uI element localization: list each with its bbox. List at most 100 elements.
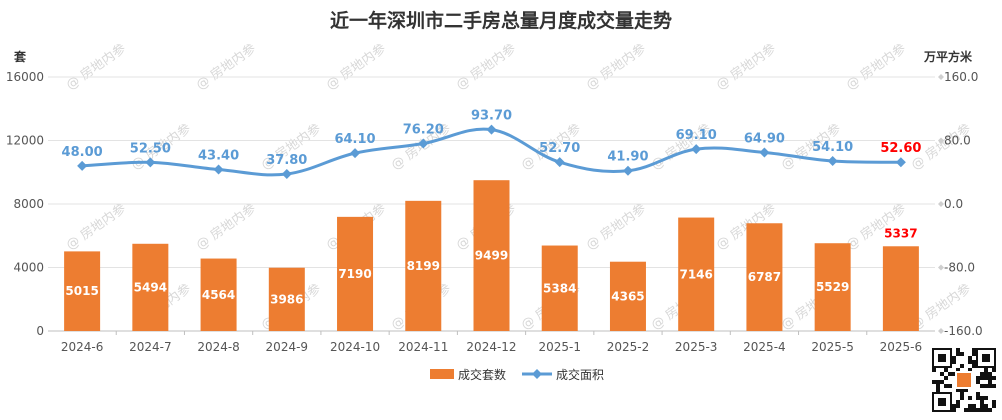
- bar-value-label: 8199: [407, 259, 440, 273]
- qr-module: [944, 368, 948, 372]
- line-value-label: 93.70: [471, 109, 512, 124]
- legend: 成交套数 成交面积: [430, 367, 604, 382]
- left-axis-ticks: 0 4000 8000 12000 16000: [6, 70, 44, 338]
- bar-series: 5015 5494 4564 3986 7190 8199 9499 5384 4365 7146…: [64, 180, 919, 331]
- qr-module: [988, 380, 992, 384]
- bar: [541, 245, 578, 331]
- qr-module: [968, 404, 972, 408]
- y-left-tick-label: 8000: [13, 197, 44, 211]
- line-point: [622, 165, 633, 176]
- line-point: [554, 157, 565, 168]
- right-axis-unit: 万平方米: [923, 49, 973, 64]
- watermark-text: @ 房地内参: [453, 41, 519, 94]
- y-left-tick-label: 16000: [6, 70, 44, 84]
- line-point: [691, 144, 702, 155]
- line-point: [145, 157, 156, 168]
- qr-module: [972, 360, 976, 364]
- watermark-text: @ 房地内参: [323, 41, 389, 94]
- bar: [132, 243, 169, 331]
- x-tick-label: 2024-12: [466, 340, 516, 354]
- qr-module: [968, 396, 972, 400]
- bar-value-label: 5529: [816, 280, 849, 294]
- line-point: [350, 148, 361, 159]
- qr-module: [956, 388, 960, 392]
- legend-bar-swatch: [430, 369, 454, 379]
- line-value-label: 37.80: [266, 153, 307, 168]
- qr-module: [980, 376, 984, 380]
- line-value-label: 48.00: [62, 145, 103, 160]
- line-point: [77, 160, 88, 171]
- qr-module: [992, 400, 996, 404]
- qr-module: [948, 384, 952, 388]
- qr-module: [944, 384, 948, 388]
- qr-module: [936, 388, 940, 392]
- qr-module: [984, 372, 988, 376]
- bar-value-label: 7146: [679, 267, 712, 281]
- watermark-text: @ 房地内参: [193, 201, 259, 254]
- qr-module: [960, 352, 964, 356]
- qr-module: [976, 392, 980, 396]
- qr-module: [944, 376, 948, 380]
- qr-finder-center: [982, 354, 990, 362]
- qr-finder: [932, 348, 952, 368]
- bar: [473, 180, 510, 331]
- qr-module: [972, 408, 976, 412]
- bar-value-label: 9499: [475, 249, 508, 263]
- qr-code: [932, 348, 996, 412]
- x-tick-label: 2024-11: [398, 340, 448, 354]
- bar: [609, 261, 646, 331]
- x-tick-label: 2025-6: [880, 340, 923, 354]
- watermark-text: @ 房地内参: [63, 41, 129, 94]
- qr-module: [980, 404, 984, 408]
- x-tick-label: 2025-1: [538, 340, 581, 354]
- y-right-tick-marker: [938, 328, 944, 334]
- qr-module: [980, 384, 984, 388]
- qr-module: [936, 384, 940, 388]
- bar: [337, 216, 374, 331]
- y-left-tick-label: 0: [36, 324, 44, 338]
- line-point: [759, 147, 770, 158]
- line-point: [827, 156, 838, 167]
- line-value-label: 69.10: [676, 128, 717, 143]
- line-point: [418, 138, 429, 149]
- qr-module: [980, 372, 984, 376]
- x-tick-label: 2024-8: [197, 340, 240, 354]
- line-value-label: 52.60: [880, 141, 921, 156]
- line-point: [213, 164, 224, 175]
- qr-module: [968, 360, 972, 364]
- x-tick-label: 2025-5: [811, 340, 854, 354]
- watermark-text: @ 房地内参: [583, 41, 649, 94]
- qr-logo: [955, 371, 973, 389]
- qr-module: [956, 368, 960, 372]
- qr-module: [952, 408, 956, 412]
- qr-module: [972, 348, 976, 352]
- qr-module: [956, 348, 960, 352]
- qr-finder: [932, 392, 952, 412]
- line-value-label: 76.20: [403, 123, 444, 138]
- watermark-text: @ 房地内参: [713, 41, 779, 94]
- line-value-label: 43.40: [198, 149, 239, 164]
- qr-module: [976, 376, 980, 380]
- qr-module: [972, 404, 976, 408]
- bar-value-label: 5337: [884, 226, 917, 240]
- y-right-tick-marker: [938, 74, 944, 80]
- qr-finder-center: [938, 354, 946, 362]
- x-tick-label: 2025-2: [607, 340, 650, 354]
- line-point: [486, 124, 497, 135]
- qr-finder-center: [938, 398, 946, 406]
- bar-value-label: 4365: [611, 289, 644, 303]
- legend-line-marker: [532, 369, 542, 379]
- qr-module: [992, 376, 996, 380]
- bar-value-label: 6787: [748, 270, 781, 284]
- qr-module: [960, 396, 964, 400]
- qr-module: [984, 404, 988, 408]
- bar: [882, 246, 919, 331]
- line-value-label: 52.70: [539, 141, 580, 156]
- qr-module: [952, 372, 956, 376]
- qr-module: [948, 372, 952, 376]
- watermark-text: @ 房地内参: [63, 201, 129, 254]
- legend-line-label: 成交面积: [556, 367, 604, 382]
- qr-module: [976, 380, 980, 384]
- qr-module: [952, 356, 956, 360]
- qr-module: [992, 368, 996, 372]
